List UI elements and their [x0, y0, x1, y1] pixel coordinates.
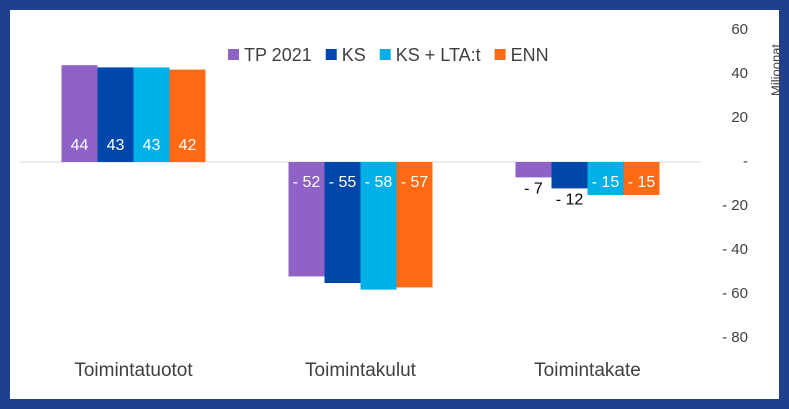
bar	[133, 67, 170, 162]
legend-swatch	[325, 49, 337, 60]
bar	[288, 162, 325, 277]
y-tick-label: - 80	[722, 329, 748, 346]
data-label: - 57	[401, 174, 429, 191]
legend-swatch	[228, 49, 239, 60]
data-label: - 15	[592, 174, 620, 191]
bar	[515, 162, 552, 178]
bar	[587, 162, 624, 195]
bar	[169, 69, 206, 162]
data-label: - 12	[556, 192, 584, 209]
data-label: - 52	[293, 174, 321, 191]
data-label: 43	[107, 137, 125, 154]
bar	[324, 162, 361, 283]
legend-label: ENN	[511, 45, 549, 65]
bar	[97, 67, 134, 162]
bar	[551, 162, 588, 189]
bar	[360, 162, 397, 290]
y-tick-label: - 40	[722, 241, 748, 258]
data-label: - 15	[628, 174, 656, 191]
x-tick-label: Toimintakate	[534, 360, 641, 381]
y-tick-label: - 60	[722, 285, 748, 302]
data-label: 42	[179, 137, 197, 154]
y-tick-label: 40	[731, 65, 748, 82]
bar	[396, 162, 433, 288]
data-label: - 7	[524, 181, 543, 198]
data-label: - 55	[329, 174, 357, 191]
y-axis-label: Miljoonat	[768, 44, 783, 96]
bar	[623, 162, 660, 195]
legend-label: KS	[342, 45, 366, 65]
y-tick-label: 60	[731, 21, 748, 38]
legend-swatch	[379, 49, 391, 60]
data-label: - 58	[365, 174, 393, 191]
x-tick-label: Toimintatuotot	[74, 360, 193, 381]
y-tick-label: 20	[731, 109, 748, 126]
x-tick-label: Toimintakulut	[305, 360, 417, 381]
y-tick-label: -	[743, 153, 748, 170]
legend-label: TP 2021	[244, 45, 312, 65]
bar	[61, 65, 98, 162]
legend-swatch	[494, 49, 506, 60]
data-label: 44	[71, 137, 89, 154]
data-label: 43	[143, 137, 161, 154]
legend-label: KS + LTA:t	[396, 45, 481, 65]
y-tick-label: - 20	[722, 197, 748, 214]
